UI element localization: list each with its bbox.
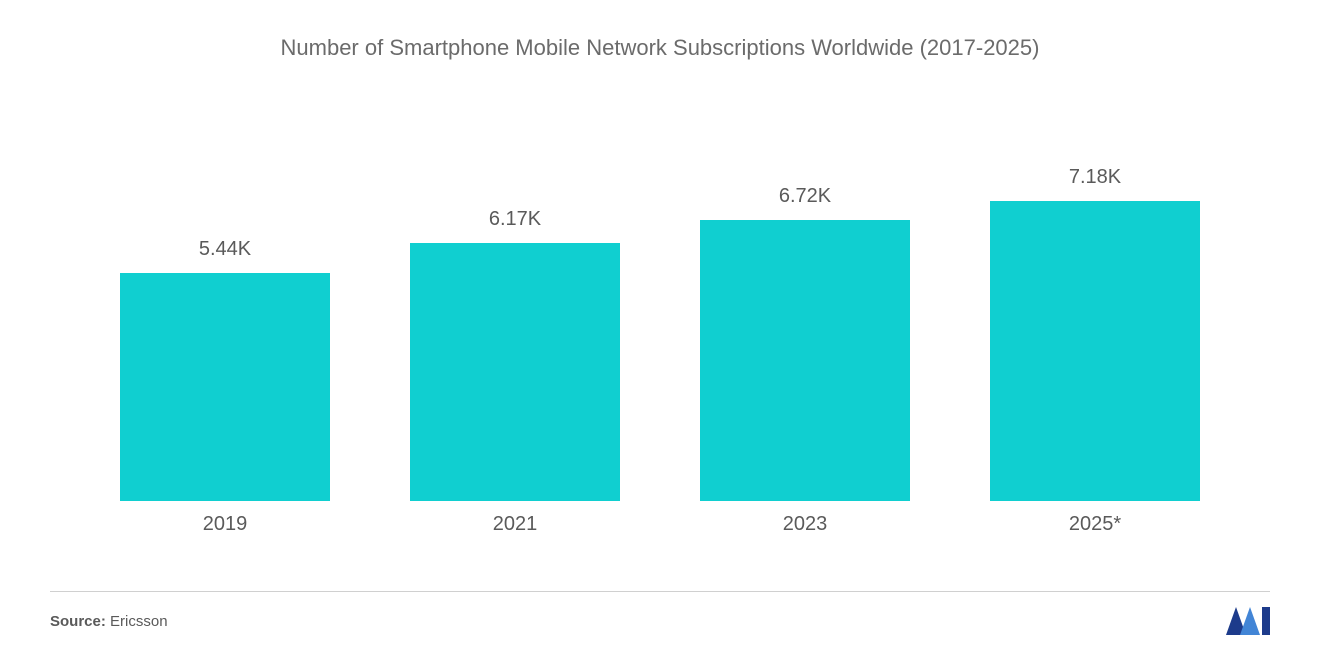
bar-group-3: 7.18K — [990, 166, 1200, 501]
bar-1 — [410, 243, 620, 501]
chart-footer: Source: Ericsson — [50, 591, 1270, 635]
x-label-2: 2023 — [700, 513, 910, 536]
source-value: Ericsson — [110, 613, 168, 630]
bar-group-2: 6.72K — [700, 185, 910, 501]
x-label-0: 2019 — [120, 513, 330, 536]
bar-value-3: 7.18K — [1069, 166, 1121, 189]
bar-3 — [990, 201, 1200, 501]
source-label: Source: — [50, 613, 106, 630]
bar-2 — [700, 220, 910, 501]
chart-title: Number of Smartphone Mobile Network Subs… — [50, 35, 1270, 61]
bar-value-0: 5.44K — [199, 238, 251, 261]
chart-container: Number of Smartphone Mobile Network Subs… — [0, 0, 1320, 665]
bar-group-0: 5.44K — [120, 238, 330, 501]
bar-value-2: 6.72K — [779, 185, 831, 208]
source-text: Source: Ericsson — [50, 613, 168, 630]
bar-group-1: 6.17K — [410, 208, 620, 501]
x-label-3: 2025* — [990, 513, 1200, 536]
bar-0 — [120, 273, 330, 501]
bar-value-1: 6.17K — [489, 208, 541, 231]
x-label-1: 2021 — [410, 513, 620, 536]
brand-logo-icon — [1226, 607, 1270, 635]
x-axis-labels: 2019 2021 2023 2025* — [50, 501, 1270, 536]
bars-area: 5.44K 6.17K 6.72K 7.18K — [50, 121, 1270, 501]
